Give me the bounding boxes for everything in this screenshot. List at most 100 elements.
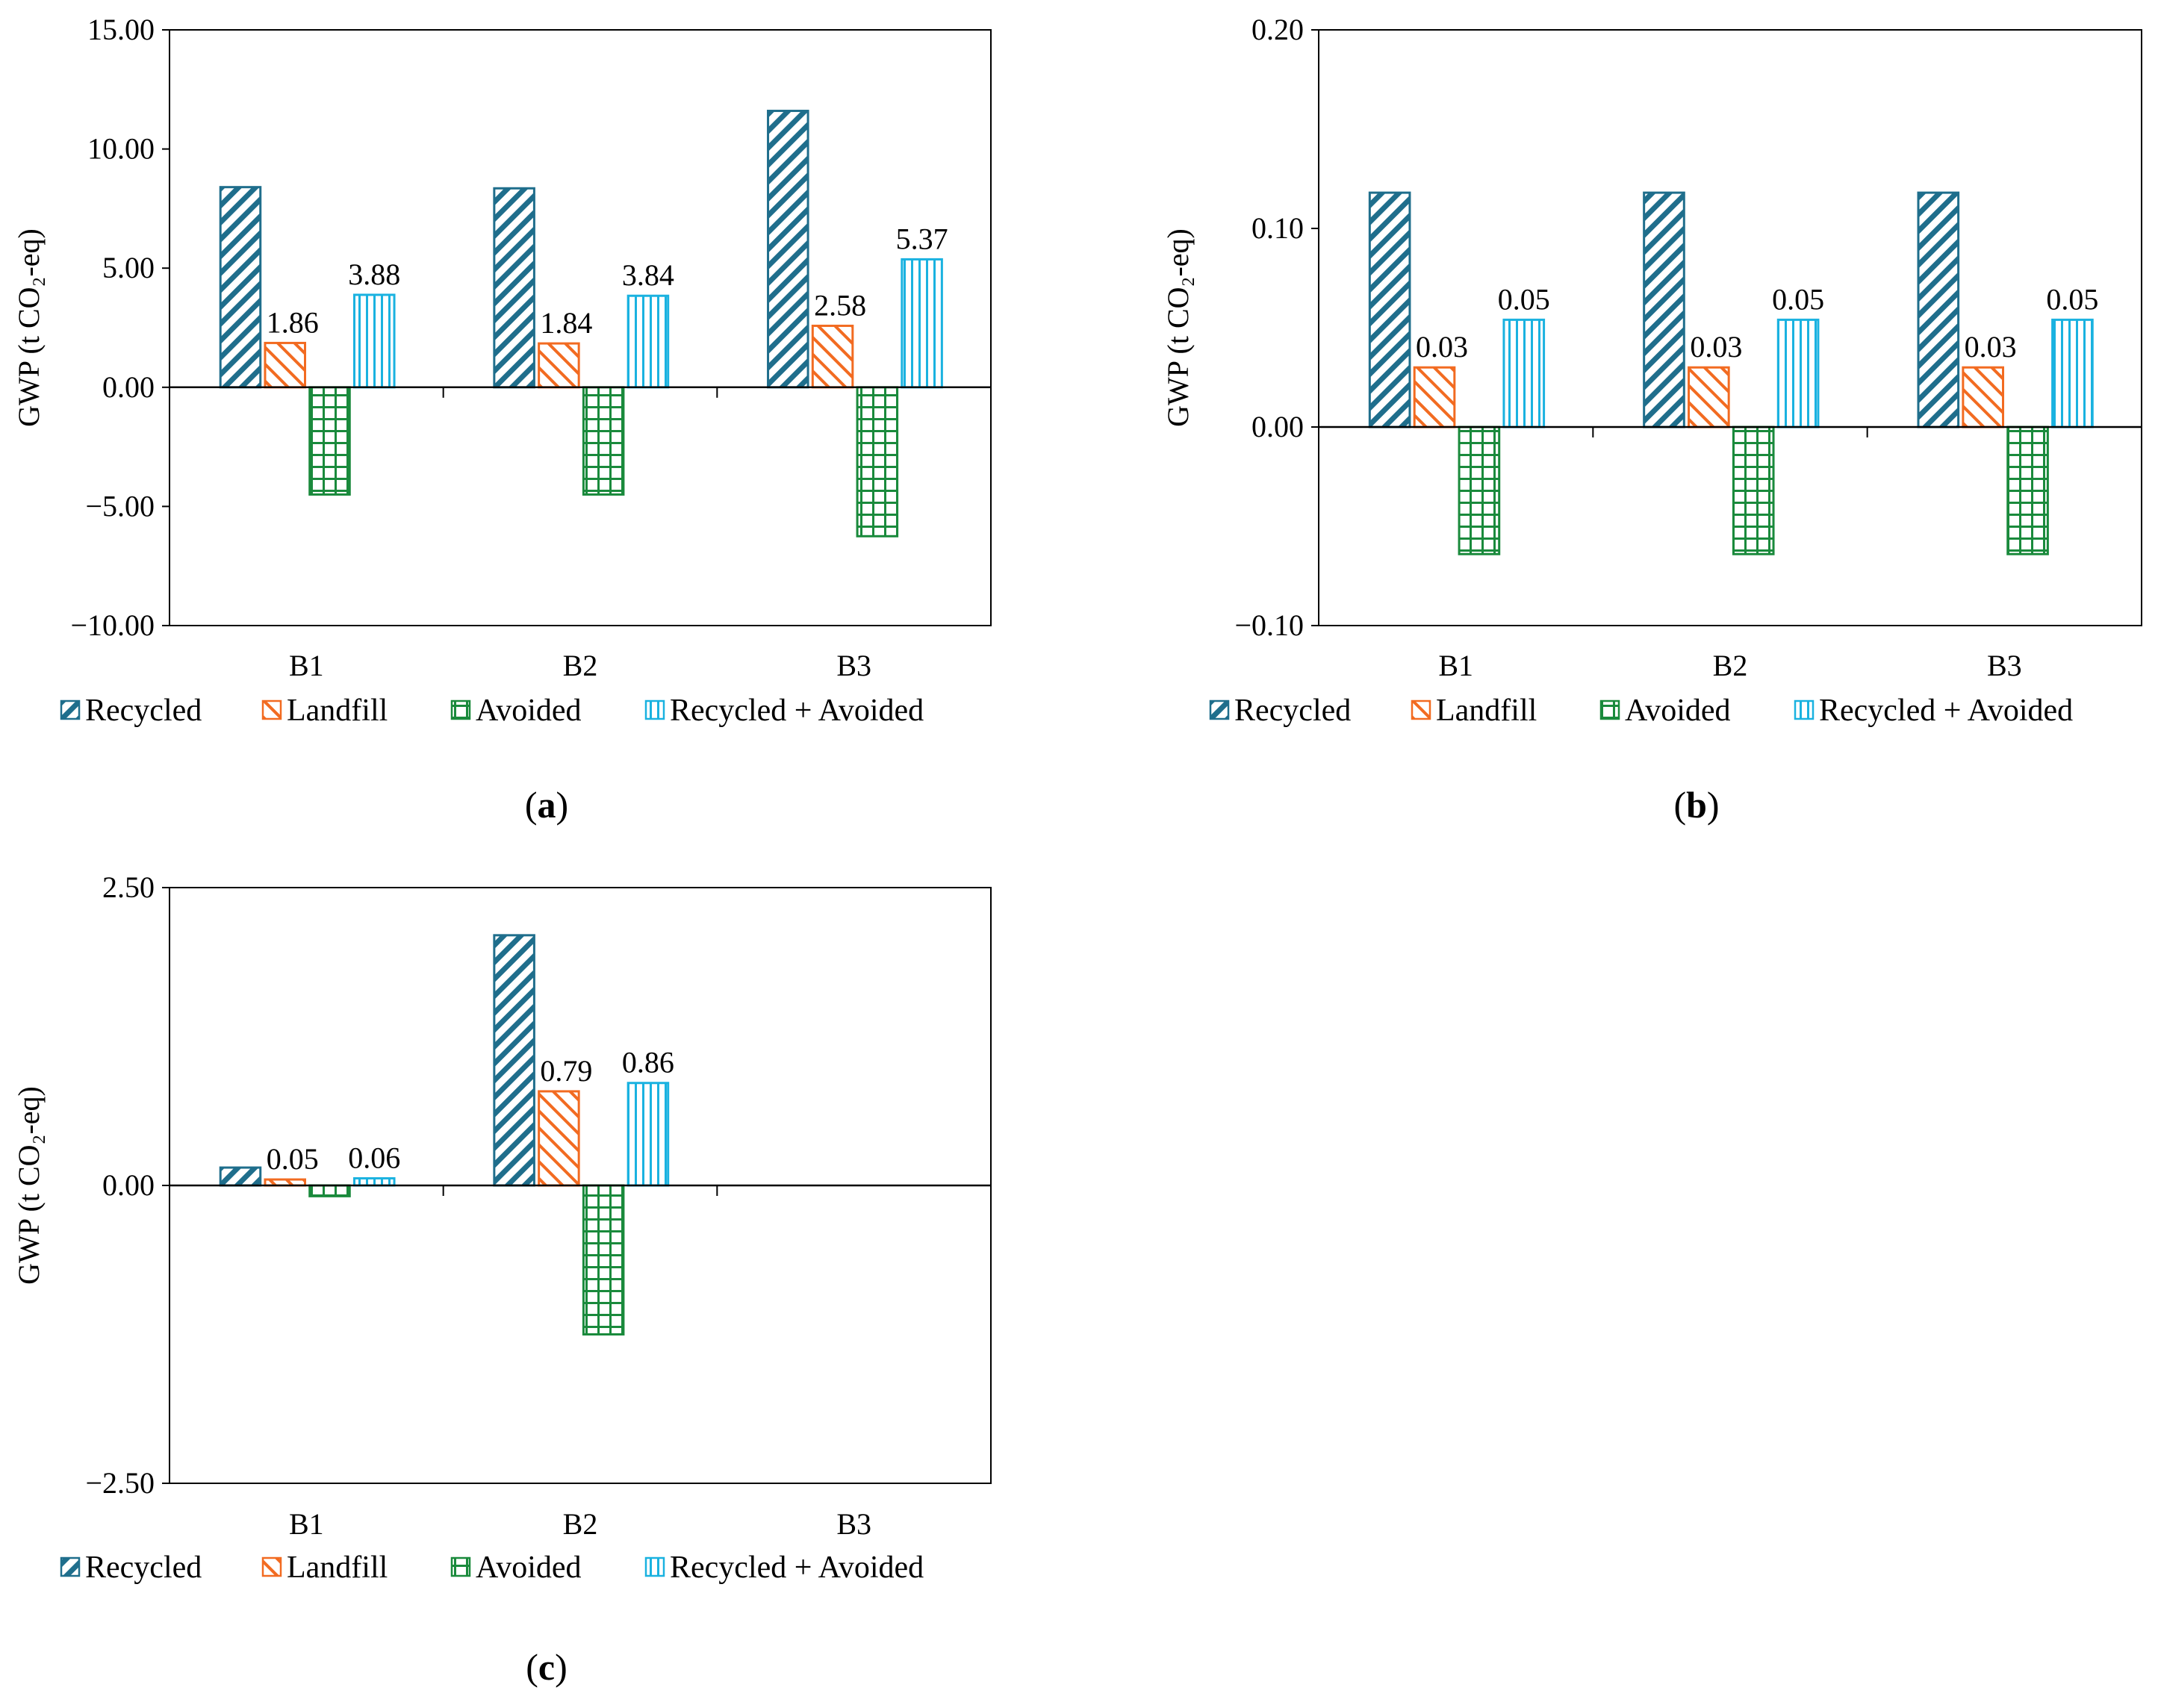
legend-item: Recycled + Avoided xyxy=(644,694,924,728)
legend-swatch-recycled-avoided xyxy=(1794,699,1815,720)
legend-label: Recycled + Avoided xyxy=(670,1550,924,1585)
x-tick-label: B1 xyxy=(289,649,324,682)
y-tick-label: −2.50 xyxy=(85,1466,155,1500)
data-label: 0.03 xyxy=(1965,330,2017,364)
legend-item: Landfill xyxy=(261,694,388,728)
legend-label: Avoided xyxy=(1625,694,1731,728)
legend-swatch-landfill xyxy=(1411,699,1431,720)
y-tick-label: −10.00 xyxy=(70,608,155,642)
legend-label: Recycled xyxy=(85,1550,202,1585)
y-tick-label: 10.00 xyxy=(87,132,155,166)
bar-recycled-avoided-b2 xyxy=(626,1082,670,1187)
y-tick-label: 0.10 xyxy=(1251,211,1304,245)
data-label: 0.05 xyxy=(1498,282,1550,316)
y-axis-label: GWP (t CO₂-eq) xyxy=(12,228,46,427)
legend-label: Landfill xyxy=(287,1550,388,1585)
x-tick-label: B3 xyxy=(836,1507,871,1541)
bar-recycled-b1 xyxy=(219,186,262,389)
bar-recycled-avoided-b1 xyxy=(353,1176,396,1187)
legend-item: Landfill xyxy=(1411,694,1537,728)
plot-area xyxy=(1318,29,2142,626)
y-tick-label: 0.00 xyxy=(102,1168,155,1202)
chart-a: −10.00 −5.00 0.00 5.00 10.00 15.00 GWP (t CO₂-… xyxy=(12,13,992,826)
legend-item: Recycled xyxy=(1209,694,1351,728)
bar-avoided-b1 xyxy=(308,1184,351,1197)
bar-recycled-avoided-b1 xyxy=(1502,318,1546,428)
legend-label: Recycled xyxy=(1234,694,1351,728)
y-axis-label: GWP (t CO₂-eq) xyxy=(12,1086,46,1285)
bar-recycled-b2 xyxy=(493,934,535,1187)
bar-landfill-b1 xyxy=(1413,366,1456,428)
y-tick-label: 2.50 xyxy=(102,870,155,904)
data-label: 0.05 xyxy=(267,1142,319,1176)
data-label: 2.58 xyxy=(814,288,866,322)
bar-avoided-b2 xyxy=(582,1184,625,1335)
chart-c: −2.50 0.00 2.50 GWP (t CO₂-eq) 0.05 0.79 0.06 0… xyxy=(12,870,992,1688)
data-label: 5.37 xyxy=(896,222,948,255)
legend-label: Avoided xyxy=(476,1550,582,1585)
legend-label: Landfill xyxy=(287,694,388,728)
legend-swatch-recycled xyxy=(60,699,81,720)
y-tick-label: 0.20 xyxy=(1251,13,1304,46)
data-label: 0.06 xyxy=(348,1141,400,1174)
y-tick-label: 0.00 xyxy=(1251,410,1304,443)
data-label: 3.84 xyxy=(622,258,674,292)
bar-recycled-avoided-b3 xyxy=(901,258,943,389)
legend-item: Recycled xyxy=(60,1550,202,1585)
data-label: 0.86 xyxy=(622,1046,674,1079)
data-label: 3.88 xyxy=(348,258,400,291)
y-axis-label: GWP (t CO₂-eq) xyxy=(1161,228,1195,427)
bar-avoided-b2 xyxy=(582,386,625,496)
bar-landfill-b3 xyxy=(811,324,854,389)
legend-swatch-avoided xyxy=(1599,699,1620,720)
legend-item: Landfill xyxy=(261,1550,388,1585)
legend-item: Recycled xyxy=(60,694,202,728)
legend-swatch-landfill xyxy=(261,1556,282,1577)
bar-recycled-b2 xyxy=(1643,191,1685,428)
x-tick-label: B3 xyxy=(1987,649,2022,682)
bar-recycled-b3 xyxy=(767,110,809,389)
bar-recycled-b1 xyxy=(1368,191,1411,428)
y-tick-label: −0.10 xyxy=(1234,608,1304,642)
bar-recycled-avoided-b1 xyxy=(353,293,396,389)
legend-swatch-avoided xyxy=(450,699,471,720)
legend-label: Landfill xyxy=(1436,694,1537,728)
bar-recycled-avoided-b2 xyxy=(1776,318,1820,428)
bar-recycled-b1 xyxy=(219,1166,262,1187)
y-tick-label: 5.00 xyxy=(102,251,155,284)
chart-caption: (c) xyxy=(526,1646,568,1688)
bar-recycled-avoided-b2 xyxy=(626,294,670,389)
bar-recycled-b3 xyxy=(1917,191,1960,428)
plot-area xyxy=(169,29,992,626)
legend-item: Avoided xyxy=(1599,694,1731,728)
x-tick-label: B2 xyxy=(563,1507,598,1541)
bar-avoided-b1 xyxy=(308,386,351,496)
bar-landfill-b2 xyxy=(538,1090,580,1187)
bar-recycled-b2 xyxy=(493,187,535,389)
x-tick-label: B3 xyxy=(836,649,871,682)
data-label: 1.86 xyxy=(267,305,319,339)
x-tick-label: B1 xyxy=(1438,649,1473,682)
bar-avoided-b2 xyxy=(1732,426,1775,555)
bar-landfill-b3 xyxy=(1962,366,2004,428)
legend-label: Avoided xyxy=(476,694,582,728)
x-tick-label: B2 xyxy=(563,649,598,682)
bar-landfill-b2 xyxy=(538,342,580,389)
legend-item: Avoided xyxy=(450,694,582,728)
legend-item: Recycled + Avoided xyxy=(1794,694,2073,728)
legend-swatch-landfill xyxy=(261,699,282,720)
data-label: 0.05 xyxy=(2046,282,2098,316)
legend-item: Avoided xyxy=(450,1550,582,1585)
legend-swatch-recycled xyxy=(60,1556,81,1577)
data-label: 0.05 xyxy=(1772,282,1824,316)
bar-avoided-b3 xyxy=(856,386,899,537)
legend-label: Recycled xyxy=(85,694,202,728)
data-label: 0.03 xyxy=(1416,330,1468,364)
chart-b: −0.10 0.00 0.10 0.20 GWP (t CO₂-eq) 0.03 0.03 0… xyxy=(1161,13,2142,826)
legend-item: Recycled + Avoided xyxy=(644,1550,924,1585)
x-tick-label: B1 xyxy=(289,1507,324,1541)
bar-avoided-b1 xyxy=(1458,426,1501,555)
chart-caption: (a) xyxy=(525,784,568,826)
legend-swatch-recycled xyxy=(1209,699,1230,720)
